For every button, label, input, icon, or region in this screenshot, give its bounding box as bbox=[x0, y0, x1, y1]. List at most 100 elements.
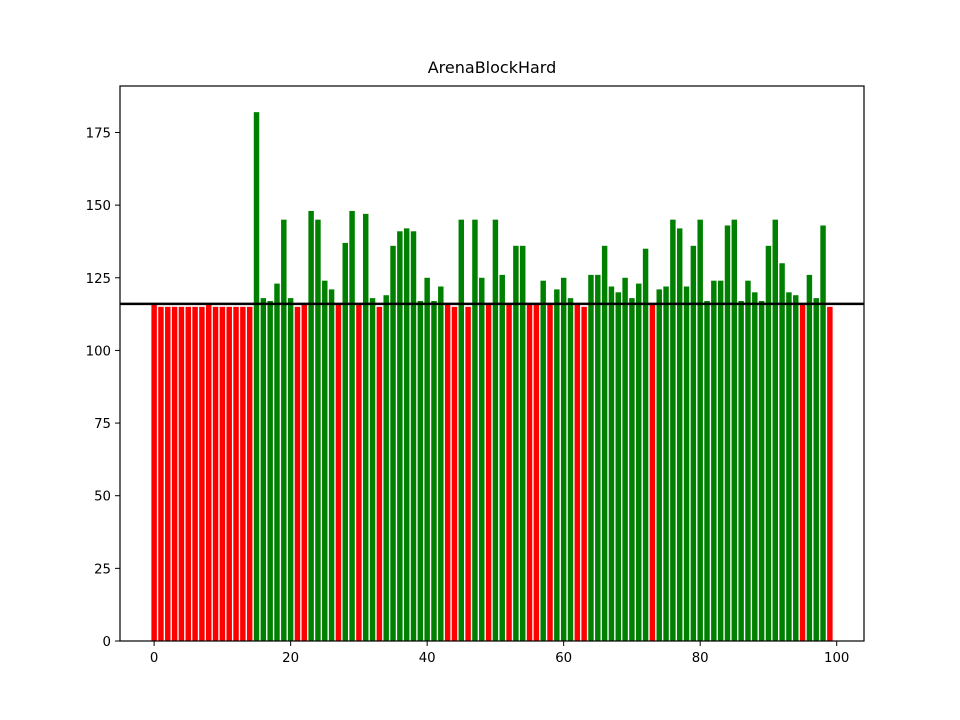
bar bbox=[233, 306, 239, 641]
bar bbox=[519, 245, 526, 641]
bar bbox=[595, 274, 601, 641]
bar bbox=[540, 280, 546, 641]
bar bbox=[697, 219, 703, 641]
bar bbox=[267, 301, 273, 641]
bar bbox=[274, 283, 280, 641]
bar bbox=[663, 286, 669, 641]
bar bbox=[287, 298, 294, 641]
bar bbox=[219, 306, 226, 641]
bar bbox=[410, 231, 417, 641]
x-tick-label: 40 bbox=[419, 651, 436, 666]
bar bbox=[369, 298, 376, 641]
bar bbox=[451, 306, 458, 641]
bar bbox=[165, 306, 171, 641]
bar bbox=[458, 219, 465, 641]
bar bbox=[246, 306, 253, 641]
bar bbox=[731, 219, 738, 641]
bar bbox=[793, 295, 799, 641]
bar bbox=[356, 303, 362, 641]
bar bbox=[431, 301, 437, 641]
bar bbox=[294, 306, 301, 641]
x-tick-label: 80 bbox=[692, 651, 709, 666]
bar bbox=[642, 248, 649, 641]
bar bbox=[342, 242, 348, 641]
bar bbox=[390, 245, 396, 641]
bar bbox=[615, 292, 622, 641]
chart-title: ArenaBlockHard bbox=[428, 58, 557, 77]
bar bbox=[683, 286, 690, 641]
bars-group bbox=[151, 112, 833, 642]
bar bbox=[581, 306, 587, 641]
bar bbox=[192, 306, 198, 641]
bar bbox=[328, 289, 335, 641]
bar bbox=[444, 303, 451, 641]
bar bbox=[199, 306, 205, 641]
y-tick-label: 0 bbox=[103, 635, 111, 650]
y-tick-label: 175 bbox=[86, 126, 111, 141]
bar bbox=[438, 286, 444, 641]
bar bbox=[322, 280, 328, 641]
bar bbox=[465, 306, 471, 641]
bar bbox=[690, 245, 697, 641]
bar bbox=[704, 301, 710, 641]
y-tick-label: 75 bbox=[94, 417, 111, 432]
x-tick-label: 0 bbox=[150, 651, 158, 666]
bar bbox=[260, 298, 267, 641]
bar bbox=[349, 210, 355, 642]
bar bbox=[574, 303, 581, 641]
bar bbox=[397, 231, 403, 641]
bar bbox=[506, 303, 512, 641]
bar bbox=[670, 219, 676, 641]
bar bbox=[383, 295, 389, 641]
bar bbox=[601, 245, 608, 641]
bar bbox=[526, 303, 533, 641]
bar bbox=[765, 245, 772, 641]
bar bbox=[786, 292, 792, 641]
y-tick-label: 50 bbox=[94, 490, 111, 505]
y-tick-label: 25 bbox=[94, 562, 111, 577]
bar bbox=[226, 306, 232, 641]
bar bbox=[588, 274, 594, 641]
bar bbox=[240, 306, 246, 641]
bar bbox=[376, 306, 383, 641]
y-tick-label: 125 bbox=[86, 272, 111, 287]
y-tick-label: 100 bbox=[86, 344, 111, 359]
bar bbox=[417, 301, 424, 641]
bar bbox=[281, 219, 287, 641]
bar bbox=[301, 303, 308, 641]
bar bbox=[485, 303, 492, 641]
bar bbox=[308, 210, 314, 642]
bar bbox=[758, 301, 765, 641]
bar bbox=[779, 263, 785, 641]
x-axis: 0 20 40 60 80 100 bbox=[150, 641, 849, 666]
bar bbox=[185, 306, 191, 641]
bar bbox=[738, 301, 744, 641]
bar bbox=[560, 277, 567, 641]
bar bbox=[649, 303, 656, 641]
bar bbox=[676, 228, 683, 641]
bar bbox=[806, 274, 813, 641]
bar bbox=[253, 112, 260, 641]
x-tick-label: 100 bbox=[824, 651, 849, 666]
bar bbox=[745, 280, 751, 641]
bar bbox=[479, 277, 485, 641]
bar bbox=[629, 298, 635, 641]
bar bbox=[403, 228, 410, 641]
bar bbox=[547, 303, 553, 641]
bar bbox=[772, 219, 778, 641]
bar bbox=[656, 289, 662, 641]
bar bbox=[158, 306, 164, 641]
x-tick-label: 20 bbox=[282, 651, 299, 666]
bar bbox=[717, 280, 724, 641]
bar bbox=[206, 303, 212, 641]
bar bbox=[636, 283, 642, 641]
bar bbox=[151, 303, 157, 641]
bar bbox=[724, 225, 731, 641]
bar bbox=[711, 280, 717, 641]
bar bbox=[513, 245, 519, 641]
bar bbox=[492, 219, 499, 641]
bar bbox=[820, 225, 826, 641]
bar bbox=[752, 292, 758, 641]
bar bbox=[212, 306, 219, 641]
